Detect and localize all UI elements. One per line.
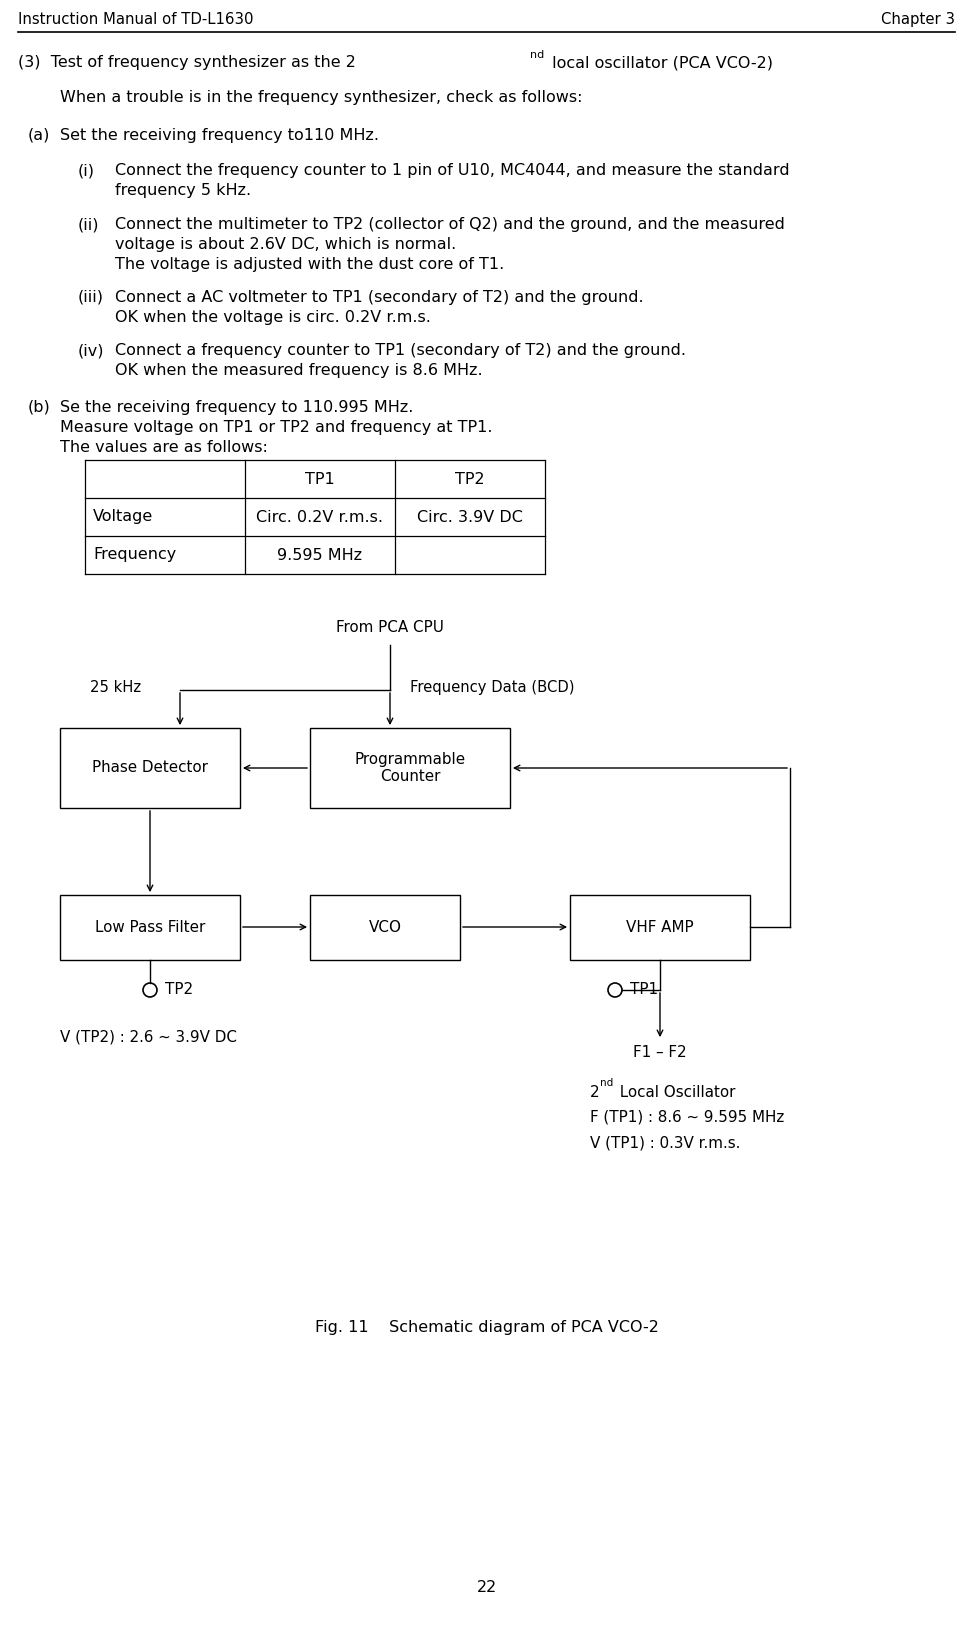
Text: Phase Detector: Phase Detector [92, 760, 208, 775]
Text: 2: 2 [590, 1086, 599, 1100]
Text: 9.595 MHz: 9.595 MHz [277, 548, 363, 562]
Text: nd: nd [600, 1077, 613, 1089]
Text: nd: nd [530, 50, 544, 60]
Text: Chapter 3: Chapter 3 [881, 11, 955, 28]
Text: Circ. 0.2V r.m.s.: Circ. 0.2V r.m.s. [257, 510, 383, 525]
Text: (3)  Test of frequency synthesizer as the 2: (3) Test of frequency synthesizer as the… [18, 55, 356, 70]
Text: Local Oscillator: Local Oscillator [615, 1086, 736, 1100]
Text: Programmable
Counter: Programmable Counter [354, 752, 465, 785]
Text: Frequency: Frequency [93, 548, 176, 562]
Text: Connect a AC voltmeter to TP1 (secondary of T2) and the ground.: Connect a AC voltmeter to TP1 (secondary… [115, 289, 643, 306]
Text: VCO: VCO [369, 920, 402, 934]
Bar [60, 895, 240, 960]
Text: frequency 5 kHz.: frequency 5 kHz. [115, 184, 251, 198]
Text: (iv): (iv) [78, 343, 104, 358]
Text: TP2: TP2 [455, 471, 485, 486]
Text: Voltage: Voltage [93, 510, 154, 525]
Text: Connect the frequency counter to 1 pin of U10, MC4044, and measure the standard: Connect the frequency counter to 1 pin o… [115, 162, 790, 179]
Text: 22: 22 [477, 1580, 496, 1596]
Text: TP1: TP1 [306, 471, 335, 486]
Text: V (TP1) : 0.3V r.m.s.: V (TP1) : 0.3V r.m.s. [590, 1134, 740, 1150]
Text: F1 – F2: F1 – F2 [633, 1045, 687, 1060]
Text: V (TP2) : 2.6 ~ 3.9V DC: V (TP2) : 2.6 ~ 3.9V DC [60, 1030, 237, 1045]
Text: TP2: TP2 [165, 983, 193, 998]
Text: From PCA CPU: From PCA CPU [336, 621, 444, 635]
Text: The values are as follows:: The values are as follows: [60, 440, 268, 455]
Text: When a trouble is in the frequency synthesizer, check as follows:: When a trouble is in the frequency synth… [60, 89, 583, 106]
Text: Measure voltage on TP1 or TP2 and frequency at TP1.: Measure voltage on TP1 or TP2 and freque… [60, 419, 492, 436]
Text: Fig. 11    Schematic diagram of PCA VCO-2: Fig. 11 Schematic diagram of PCA VCO-2 [314, 1320, 659, 1336]
Text: OK when the measured frequency is 8.6 MHz.: OK when the measured frequency is 8.6 MH… [115, 362, 483, 379]
Text: Frequency Data (BCD): Frequency Data (BCD) [410, 679, 574, 696]
Text: (i): (i) [78, 162, 95, 179]
Text: (iii): (iii) [78, 289, 104, 306]
Text: F (TP1) : 8.6 ~ 9.595 MHz: F (TP1) : 8.6 ~ 9.595 MHz [590, 1110, 784, 1124]
Text: VHF AMP: VHF AMP [627, 920, 694, 934]
Text: 25 kHz: 25 kHz [90, 679, 141, 696]
Bar [310, 728, 510, 808]
Text: Connect the multimeter to TP2 (collector of Q2) and the ground, and the measured: Connect the multimeter to TP2 (collector… [115, 218, 785, 232]
Bar [310, 895, 460, 960]
Text: (ii): (ii) [78, 218, 99, 232]
Bar [570, 895, 750, 960]
Text: local oscillator (PCA VCO-2): local oscillator (PCA VCO-2) [547, 55, 773, 70]
Text: Low Pass Filter: Low Pass Filter [95, 920, 205, 934]
Text: (a): (a) [28, 128, 51, 143]
Text: TP1: TP1 [630, 983, 658, 998]
Text: Instruction Manual of TD-L1630: Instruction Manual of TD-L1630 [18, 11, 254, 28]
Text: Connect a frequency counter to TP1 (secondary of T2) and the ground.: Connect a frequency counter to TP1 (seco… [115, 343, 686, 358]
Text: Set the receiving frequency to110 MHz.: Set the receiving frequency to110 MHz. [60, 128, 379, 143]
Text: voltage is about 2.6V DC, which is normal.: voltage is about 2.6V DC, which is norma… [115, 237, 456, 252]
Text: OK when the voltage is circ. 0.2V r.m.s.: OK when the voltage is circ. 0.2V r.m.s. [115, 310, 431, 325]
Bar [60, 728, 240, 808]
Text: The voltage is adjusted with the dust core of T1.: The voltage is adjusted with the dust co… [115, 257, 504, 271]
Text: Circ. 3.9V DC: Circ. 3.9V DC [417, 510, 523, 525]
Text: Se the receiving frequency to 110.995 MHz.: Se the receiving frequency to 110.995 MH… [60, 400, 414, 414]
Text: (b): (b) [28, 400, 51, 414]
